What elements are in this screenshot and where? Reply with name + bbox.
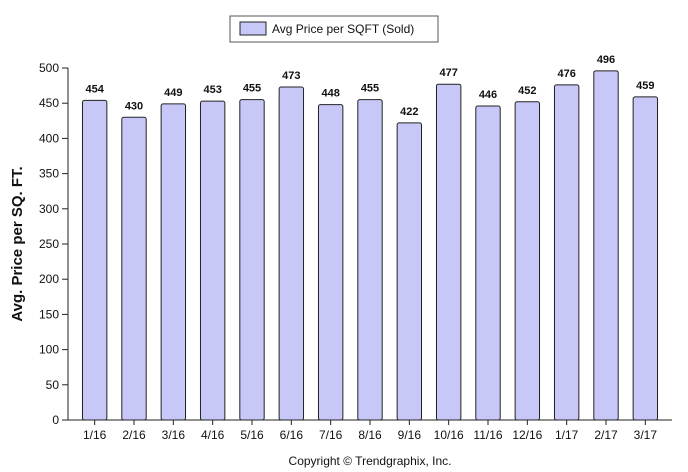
x-tick-label: 3/17 bbox=[634, 428, 658, 442]
x-tick-label: 11/16 bbox=[473, 428, 502, 442]
bar-value-label: 422 bbox=[400, 106, 418, 118]
bar-value-label: 454 bbox=[85, 83, 104, 95]
y-tick-label: 100 bbox=[39, 343, 59, 357]
bar-value-label: 455 bbox=[243, 83, 261, 95]
bar bbox=[396, 122, 423, 421]
bar bbox=[317, 104, 344, 421]
y-tick-label: 250 bbox=[39, 237, 59, 251]
x-tick-label: 1/16 bbox=[83, 428, 107, 442]
y-axis-title: Avg. Price per SQ. FT. bbox=[9, 166, 26, 321]
bar bbox=[278, 86, 305, 421]
legend-label: Avg Price per SQFT (Sold) bbox=[272, 22, 414, 36]
y-tick-label: 50 bbox=[46, 378, 60, 392]
bar bbox=[593, 70, 619, 421]
x-tick-label: 6/16 bbox=[280, 428, 304, 442]
bar-value-label: 446 bbox=[479, 89, 497, 101]
x-tick-label: 4/16 bbox=[201, 428, 225, 442]
bar-series: 454 430 449 453 455 473 448 455 422 477 446 452 476 4… bbox=[81, 54, 659, 421]
x-tick-label: 9/16 bbox=[398, 428, 422, 442]
bar bbox=[199, 100, 226, 421]
x-tick-label: 2/16 bbox=[122, 428, 146, 442]
bar-value-label: 473 bbox=[282, 70, 300, 82]
y-tick-label: 300 bbox=[39, 202, 59, 216]
x-tick-label: 2/17 bbox=[594, 428, 618, 442]
bar bbox=[160, 103, 187, 421]
bar bbox=[239, 99, 265, 421]
bar-value-label: 476 bbox=[557, 68, 575, 80]
x-tick-label: 12/16 bbox=[512, 428, 542, 442]
bar-value-label: 449 bbox=[164, 87, 182, 99]
bar-value-label: 459 bbox=[636, 80, 654, 92]
bar-value-label: 453 bbox=[203, 84, 221, 96]
y-tick-label: 0 bbox=[52, 413, 59, 427]
bar-value-label: 448 bbox=[321, 88, 339, 100]
bar bbox=[553, 84, 580, 421]
x-tick-label: 10/16 bbox=[434, 428, 464, 442]
bar-value-label: 496 bbox=[597, 54, 615, 66]
bar bbox=[632, 96, 659, 421]
y-tick-label: 400 bbox=[39, 131, 59, 145]
x-tick-label: 5/16 bbox=[240, 428, 264, 442]
bar bbox=[475, 105, 501, 421]
x-axis-ticks: 1/16 2/16 3/16 4/16 5/16 6/16 7/16 8/16 9/16 10/1… bbox=[83, 420, 657, 442]
x-tick-label: 1/17 bbox=[555, 428, 579, 442]
copyright-text: Copyright © Trendgraphix, Inc. bbox=[289, 454, 452, 468]
legend-swatch bbox=[239, 21, 267, 36]
y-axis-ticks: 0 50 100 150 200 250 300 350 400 450 500 bbox=[39, 61, 68, 427]
bar-value-label: 455 bbox=[361, 83, 379, 95]
bar bbox=[121, 116, 147, 421]
y-tick-label: 200 bbox=[39, 272, 59, 286]
bar bbox=[435, 83, 462, 421]
bar-value-label: 477 bbox=[439, 67, 457, 79]
x-tick-label: 8/16 bbox=[358, 428, 382, 442]
y-tick-label: 500 bbox=[39, 61, 59, 75]
bar bbox=[514, 101, 541, 421]
bar bbox=[81, 99, 108, 421]
x-tick-label: 7/16 bbox=[319, 428, 343, 442]
y-tick-label: 150 bbox=[39, 307, 59, 321]
bar bbox=[357, 99, 383, 421]
y-tick-label: 450 bbox=[39, 96, 59, 110]
y-tick-label: 350 bbox=[39, 167, 59, 181]
x-tick-label: 3/16 bbox=[162, 428, 186, 442]
bar-value-label: 430 bbox=[125, 100, 143, 112]
bar-value-label: 452 bbox=[518, 85, 536, 97]
legend: Avg Price per SQFT (Sold) bbox=[229, 15, 439, 43]
